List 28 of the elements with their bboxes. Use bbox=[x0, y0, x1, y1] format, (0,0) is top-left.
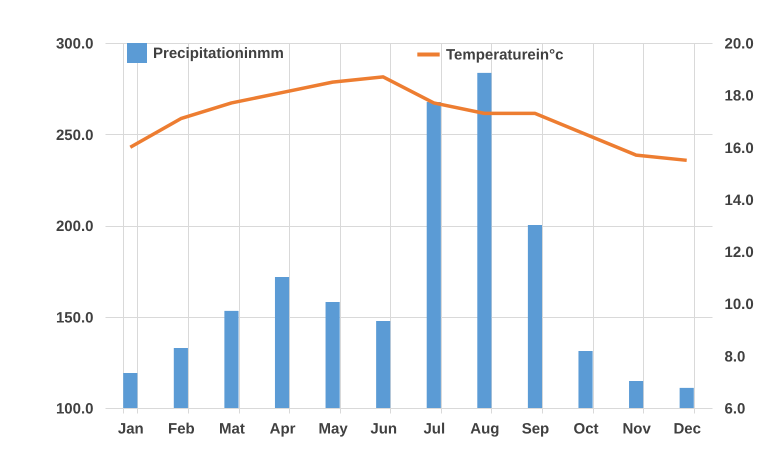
x-tick-label: Oct bbox=[574, 420, 599, 438]
x-tick-label: Nov bbox=[622, 420, 652, 438]
y2-tick-label: 6.0 bbox=[724, 400, 746, 418]
x-tick-label: Feb bbox=[168, 420, 195, 438]
legend-label: Temperaturein°c bbox=[446, 46, 564, 64]
legend-label: Precipitationinmm bbox=[153, 45, 284, 62]
x-tick-label: Jan bbox=[118, 420, 144, 438]
x-tick-label: Jun bbox=[370, 420, 398, 438]
x-tick-label: Mat bbox=[219, 420, 245, 438]
x-tick-label: Jul bbox=[423, 420, 446, 438]
x-tick-label: Apr bbox=[270, 420, 296, 438]
x-tick-label: Dec bbox=[673, 420, 701, 438]
y-tick-label: 250.0 bbox=[56, 126, 94, 144]
y-tick-label: 300.0 bbox=[56, 36, 94, 52]
y2-tick-label: 14.0 bbox=[724, 192, 754, 209]
y-tick-label: 150.0 bbox=[56, 309, 94, 326]
y2-tick-label: 16.0 bbox=[724, 140, 754, 157]
y-tick-label: 200.0 bbox=[56, 218, 94, 235]
y2-tick-label: 8.0 bbox=[724, 348, 746, 366]
x-tick-label: May bbox=[318, 420, 348, 438]
x-tick-label: Sep bbox=[522, 420, 550, 438]
y2-tick-label: 18.0 bbox=[724, 88, 754, 105]
y-tick-label: 100.0 bbox=[56, 400, 94, 418]
y2-tick-label: 10.0 bbox=[724, 296, 754, 314]
line-series bbox=[128, 75, 688, 162]
y2-tick-label: 12.0 bbox=[724, 244, 754, 262]
x-tick-label: Aug bbox=[470, 420, 500, 438]
y2-tick-label: 20.0 bbox=[724, 36, 754, 52]
